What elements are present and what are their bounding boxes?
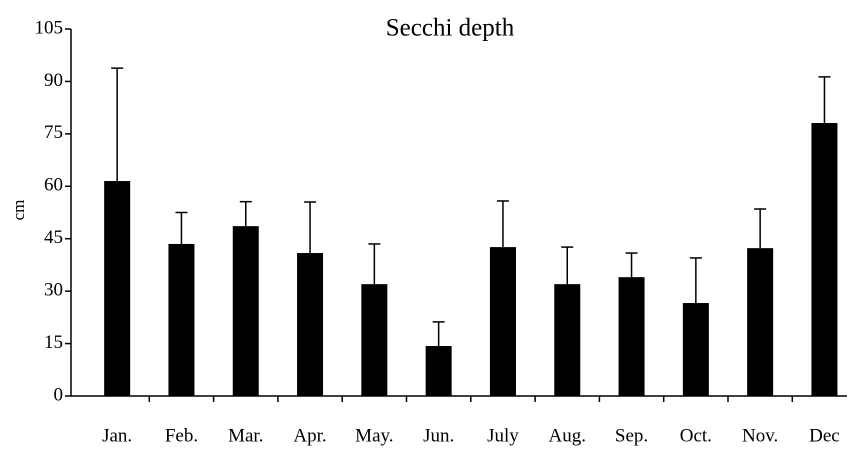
x-tick-label: Mar. [228,425,263,446]
x-tick-label: July [487,425,519,446]
x-tick-label: Jun. [423,425,454,446]
x-tick-label: Sep. [615,425,648,446]
bar [489,247,516,396]
y-tick-label: 90 [44,70,63,91]
bar [361,284,388,396]
bar [297,253,324,396]
x-tick-label: Aug. [549,425,586,446]
y-tick-label: 75 [44,122,63,143]
x-tick-label: Oct. [680,425,712,446]
x-tick-label: May. [355,425,393,446]
bar [554,284,581,396]
bar [232,226,259,396]
x-tick-label: Dec [809,425,840,446]
chart-title: Secchi depth [386,15,515,42]
bar [747,248,774,396]
bar [618,277,645,396]
y-tick-label: 105 [35,17,64,38]
bar [682,303,709,396]
bar [168,243,195,396]
bar [425,346,452,396]
x-tick-label: Apr. [293,425,326,446]
y-axis-label: cm [9,200,28,221]
y-tick-label: 30 [44,280,63,301]
y-tick-label: 45 [44,227,63,248]
y-tick-label: 60 [44,175,63,196]
bar [811,123,838,396]
x-tick-label: Feb. [165,425,198,446]
y-tick-label: 0 [54,384,64,405]
y-tick-label: 15 [44,332,63,353]
x-tick-label: Jan. [102,425,132,446]
x-tick-label: Nov. [742,425,778,446]
bar [104,181,131,396]
